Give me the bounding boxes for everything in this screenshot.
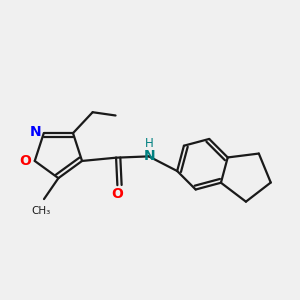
Text: N: N bbox=[144, 149, 155, 163]
Text: N: N bbox=[30, 125, 42, 139]
Text: O: O bbox=[111, 187, 123, 201]
Text: CH₃: CH₃ bbox=[32, 206, 51, 216]
Text: O: O bbox=[20, 154, 32, 168]
Text: H: H bbox=[145, 137, 154, 150]
